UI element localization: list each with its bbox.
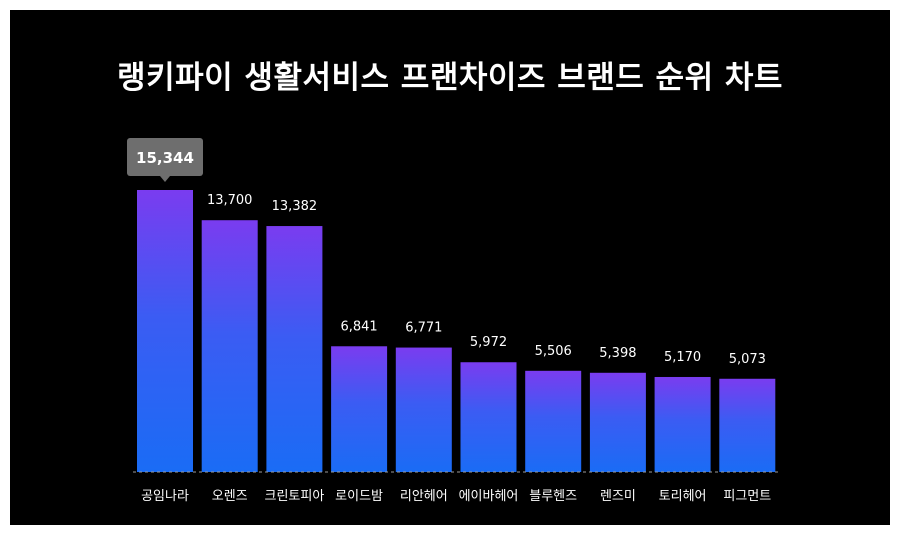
value-label: 6,771 <box>405 321 442 336</box>
bars-group: 15,344 공임나라 13,700 오렌즈 13,382 크린토피아 6,841 로이드밤 6… <box>127 138 776 504</box>
bar-크린토피아 <box>266 226 323 472</box>
value-label: 15,344 <box>136 149 194 167</box>
category-label: 에이바헤어 <box>459 489 519 504</box>
value-label: 5,170 <box>664 350 701 365</box>
chart-title: 랭키파이 생활서비스 프랜차이즈 브랜드 순위 차트 <box>117 60 783 96</box>
category-label: 로이드밤 <box>335 489 383 504</box>
bar-블루헨즈 <box>525 370 582 472</box>
value-label: 5,398 <box>599 346 636 361</box>
category-label: 렌즈미 <box>600 489 636 504</box>
category-label: 리안헤어 <box>400 489 448 504</box>
bar-공임나라 <box>137 190 193 472</box>
bar-리안헤어 <box>395 347 452 472</box>
value-label: 13,700 <box>207 193 253 208</box>
category-label: 토리헤어 <box>659 489 707 504</box>
value-label: 5,972 <box>470 335 507 350</box>
value-label: 6,841 <box>340 319 377 334</box>
category-label: 피그먼트 <box>723 489 771 504</box>
highlight-tooltip <box>127 138 203 176</box>
bar-로이드밤 <box>331 346 388 472</box>
value-label: 5,073 <box>729 352 766 367</box>
category-label: 크린토피아 <box>264 489 324 504</box>
bar-토리헤어 <box>654 376 711 472</box>
category-label: 공임나라 <box>141 489 189 504</box>
highlight-tooltip-pointer <box>160 176 170 182</box>
category-label: 오렌즈 <box>212 489 248 504</box>
bar-에이바헤어 <box>460 362 517 472</box>
value-label: 5,506 <box>535 344 572 359</box>
value-label: 13,382 <box>272 199 318 214</box>
category-label: 블루헨즈 <box>529 489 577 504</box>
bar-오렌즈 <box>201 220 258 472</box>
bar-렌즈미 <box>589 372 646 472</box>
bar-피그먼트 <box>719 378 776 472</box>
